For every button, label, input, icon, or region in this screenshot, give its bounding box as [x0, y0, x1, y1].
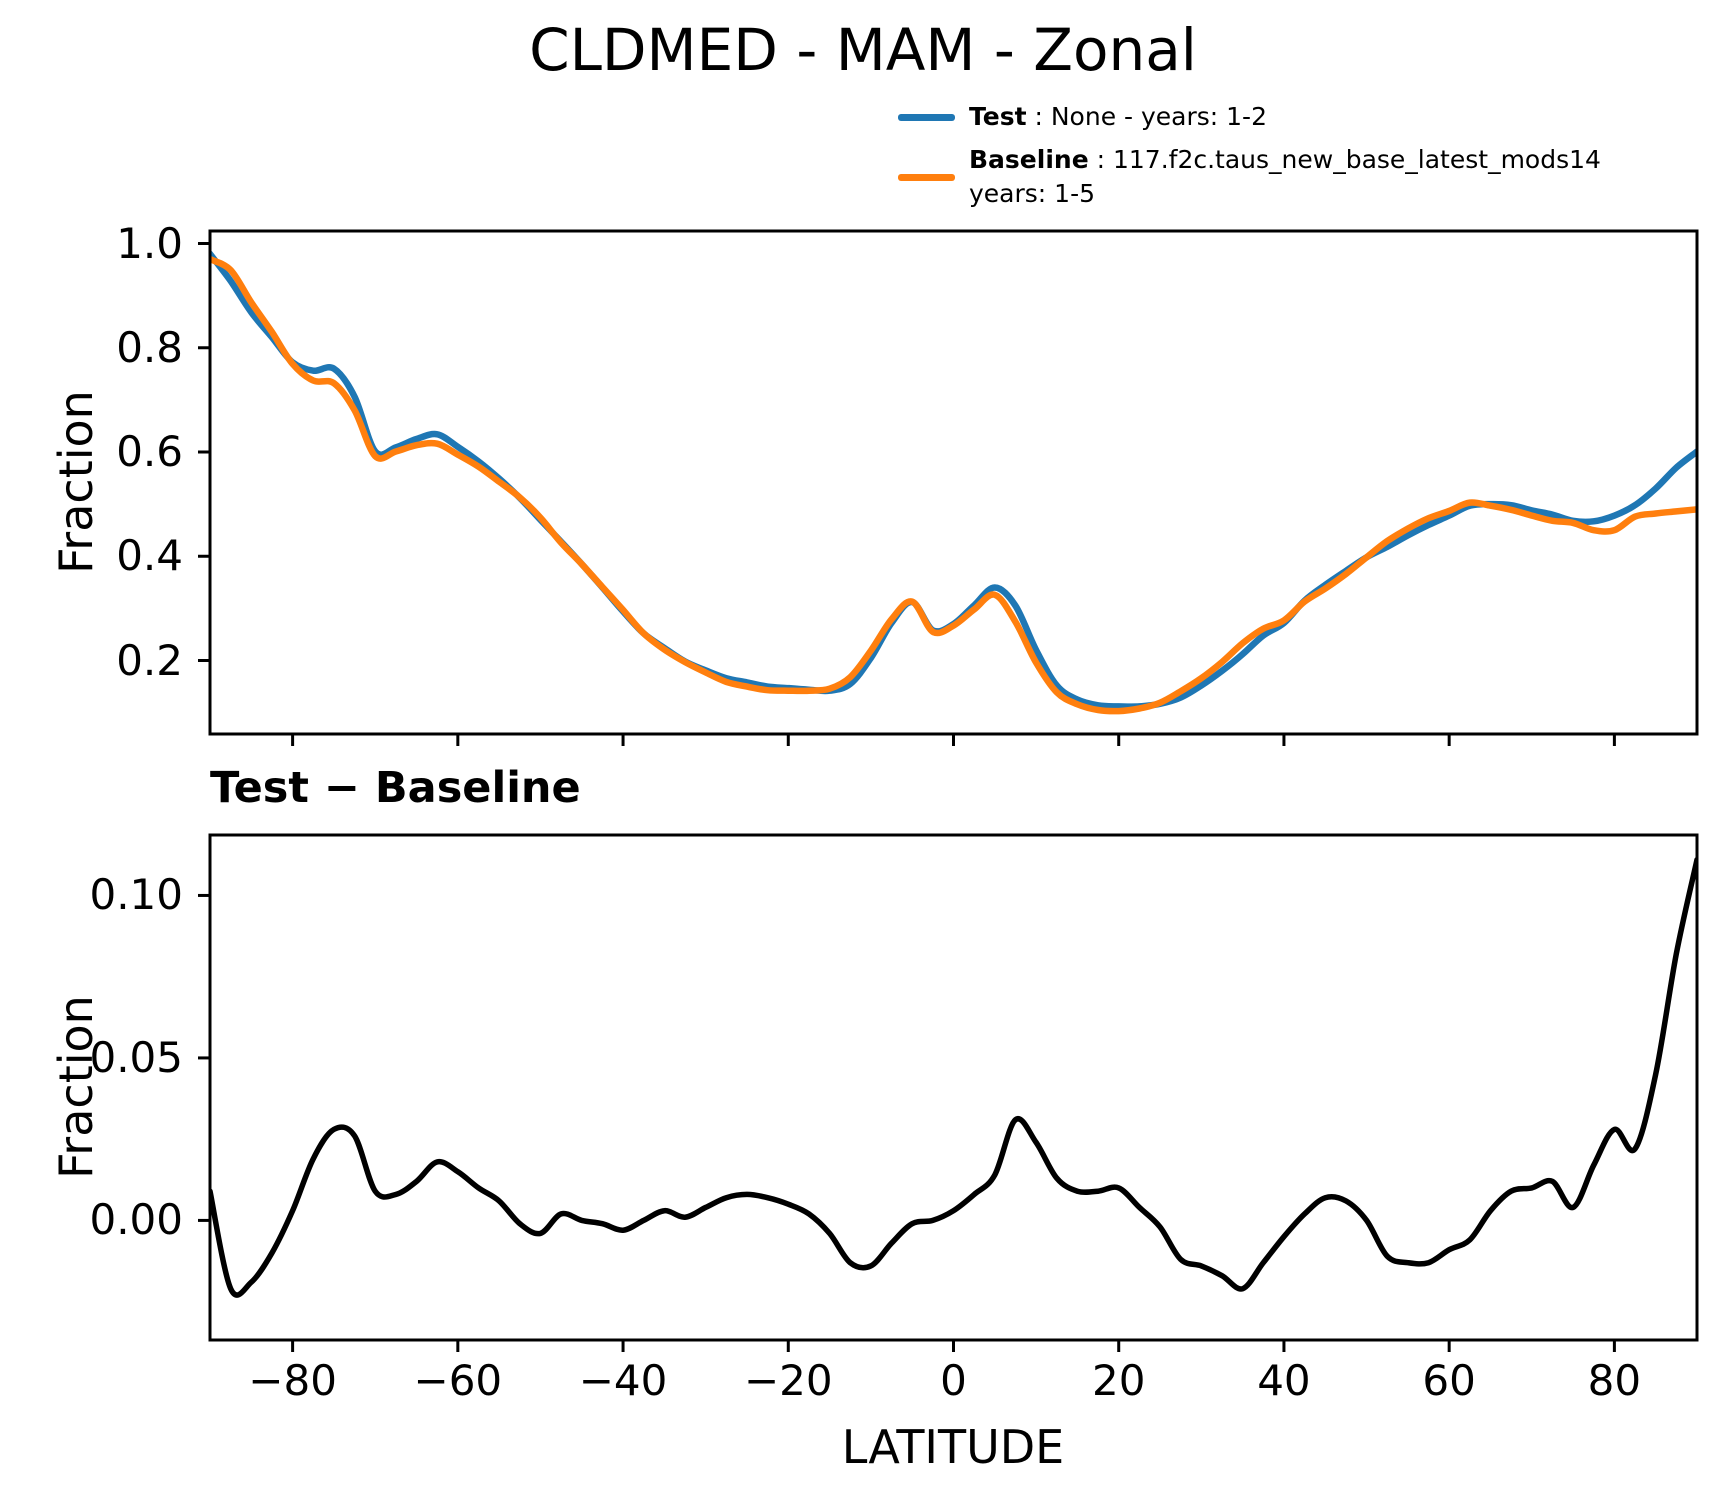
legend-test-desc: : None - years: 1-2 [1026, 102, 1267, 131]
x-tick-label: 20 [1091, 1356, 1146, 1405]
bottom-y-axis-label: Fraction [49, 995, 103, 1179]
x-axis-label: LATITUDE [841, 1420, 1065, 1474]
y-tick-label: 0.05 [89, 1032, 183, 1082]
baseline-line [210, 255, 1697, 715]
legend-baseline-text: Baseline : 117.f2c.taus_new_base_latest_… [969, 143, 1601, 212]
legend: Test : None - years: 1-2 Baseline : 117.… [898, 100, 1601, 212]
axes-spines-bottom-plot [208, 833, 1699, 1342]
test-line-swatch [898, 113, 955, 121]
y-tick-label: 1.0 [116, 218, 183, 268]
x-tick-label: 80 [1587, 1356, 1642, 1405]
x-tick-label: −40 [578, 1356, 668, 1405]
test-baseline-line [210, 856, 1697, 1298]
legend-baseline-desc: : 117.f2c.taus_new_base_latest_mods14 [1088, 144, 1601, 174]
x-tick-label: −20 [743, 1356, 833, 1405]
x-tick-label: −80 [248, 1356, 337, 1405]
page-title: CLDMED - MAM - Zonal [529, 16, 1197, 84]
legend-test-label: Test [969, 102, 1027, 131]
x-tick-label: 60 [1422, 1356, 1476, 1405]
baseline-line-swatch [898, 173, 955, 181]
y-tick-label: 0.4 [116, 531, 183, 581]
y-tick-label: 0.6 [116, 427, 183, 476]
y-tick-label: 0.2 [116, 635, 183, 685]
diff-plot-title: Test − Baseline [210, 763, 581, 813]
x-tick-label: 0 [940, 1356, 967, 1405]
legend-baseline-label: Baseline [969, 144, 1089, 174]
x-tick-label: 40 [1257, 1356, 1311, 1405]
y-tick-label: 0.00 [89, 1195, 183, 1245]
legend-item-test: Test : None - years: 1-2 [898, 100, 1601, 135]
legend-baseline-line2: years: 1-5 [969, 179, 1096, 208]
test-line [210, 250, 1697, 710]
legend-item-baseline: Baseline : 117.f2c.taus_new_base_latest_… [898, 143, 1601, 212]
legend-test-text: Test : None - years: 1-2 [969, 100, 1267, 135]
y-tick-label: 0.10 [89, 870, 183, 920]
y-tick-label: 0.8 [116, 322, 183, 372]
legend-baseline-line1: Baseline : 117.f2c.taus_new_base_latest_… [969, 143, 1601, 178]
axes-spines-top-plot [208, 229, 1699, 736]
x-tick-label: −60 [413, 1356, 503, 1405]
